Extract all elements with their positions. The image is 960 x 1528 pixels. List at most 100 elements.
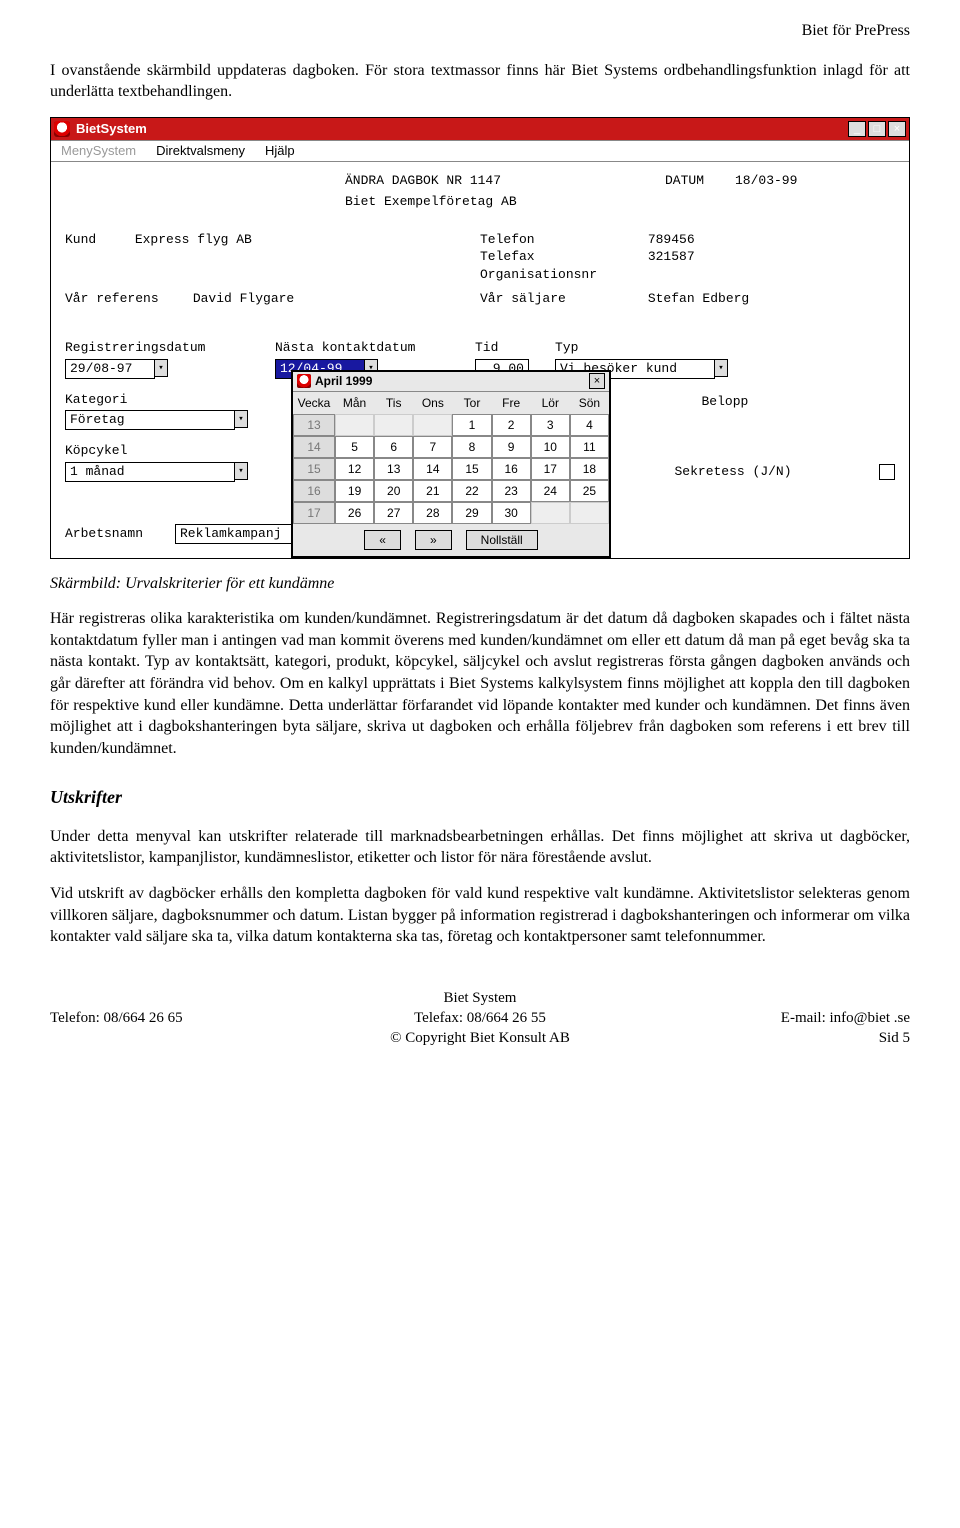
tid-label: Tid — [475, 339, 555, 357]
footer-email: E-mail: info@biet .se — [626, 1008, 910, 1028]
dp-cell[interactable]: 28 — [413, 502, 452, 524]
kund-label: Kund — [65, 231, 127, 249]
regdatum-drop-icon[interactable]: ▾ — [154, 359, 168, 377]
dp-head-sun: Sön — [570, 392, 609, 414]
dp-cell[interactable]: 23 — [492, 480, 531, 502]
kopcykel-input[interactable]: 1 månad — [65, 462, 235, 482]
dp-week: 17 — [293, 502, 335, 524]
dp-cell[interactable]: 11 — [570, 436, 609, 458]
datepicker-close-button[interactable]: × — [589, 373, 605, 389]
kategori-input[interactable]: Företag — [65, 410, 235, 430]
dp-cell[interactable]: 12 — [335, 458, 374, 480]
page-footer: Telefon: 08/664 26 65 Biet System Telefa… — [50, 988, 910, 1049]
body-paragraph-4: Vid utskrift av dagböcker erhålls den ko… — [50, 883, 910, 948]
dp-cell[interactable]: 10 — [531, 436, 570, 458]
regdatum-label: Registreringsdatum — [65, 339, 275, 357]
dp-cell[interactable]: 1 — [452, 414, 491, 436]
dp-week: 16 — [293, 480, 335, 502]
typ-label: Typ — [555, 339, 578, 357]
kopcykel-drop-icon[interactable]: ▾ — [234, 462, 248, 480]
dp-cell[interactable]: 25 — [570, 480, 609, 502]
footer-telefon: Telefon: 08/664 26 65 — [50, 1008, 334, 1028]
dp-cell[interactable]: 6 — [374, 436, 413, 458]
dp-head-vecka: Vecka — [293, 392, 335, 414]
menu-hjalp[interactable]: Hjälp — [265, 142, 295, 160]
datepicker-grid: Vecka Mån Tis Ons Tor Fre Lör Sön 13 1 2… — [293, 392, 609, 524]
orgnr-label: Organisationsnr — [480, 266, 640, 284]
dp-cell[interactable]: 22 — [452, 480, 491, 502]
dp-cell[interactable]: 9 — [492, 436, 531, 458]
dp-cell[interactable]: 17 — [531, 458, 570, 480]
regdatum-input[interactable]: 29/08-97 — [65, 359, 155, 379]
dp-cell[interactable]: 14 — [413, 458, 452, 480]
form-area: ÄNDRA DAGBOK NR 1147 DATUM 18/03-99 Biet… — [51, 162, 909, 558]
dp-cell — [531, 502, 570, 524]
footer-biet-system: Biet System — [334, 988, 626, 1008]
dp-cell[interactable]: 19 — [335, 480, 374, 502]
dp-cell[interactable]: 24 — [531, 480, 570, 502]
dp-cell[interactable]: 2 — [492, 414, 531, 436]
intro-paragraph: I ovanstående skärmbild uppdateras dagbo… — [50, 60, 910, 103]
dp-cell[interactable]: 29 — [452, 502, 491, 524]
dp-cell[interactable]: 18 — [570, 458, 609, 480]
datepicker-next-button[interactable]: » — [415, 530, 452, 550]
dp-cell — [374, 414, 413, 436]
dp-week: 15 — [293, 458, 335, 480]
section-heading-utskrifter: Utskrifter — [50, 785, 910, 809]
java-cup-icon — [297, 374, 311, 388]
kund-value: Express flyg AB — [135, 231, 252, 249]
telefax-value: 321587 — [648, 248, 695, 266]
datepicker-reset-button[interactable]: Nollställ — [466, 530, 538, 550]
app-window: BietSystem _ □ × MenySystem Direktvalsme… — [50, 117, 910, 559]
dp-cell — [570, 502, 609, 524]
kategori-drop-icon[interactable]: ▾ — [234, 410, 248, 428]
dp-cell[interactable]: 26 — [335, 502, 374, 524]
maximize-button[interactable]: □ — [868, 121, 886, 137]
dp-cell[interactable]: 5 — [335, 436, 374, 458]
dp-cell[interactable]: 30 — [492, 502, 531, 524]
close-button[interactable]: × — [888, 121, 906, 137]
dp-head-mon: Mån — [335, 392, 374, 414]
salj-label: Vår säljare — [480, 290, 640, 308]
menu-direktvalsmeny[interactable]: Direktvalsmeny — [156, 142, 245, 160]
dp-cell[interactable]: 3 — [531, 414, 570, 436]
dp-head-tue: Tis — [374, 392, 413, 414]
titlebar: BietSystem _ □ × — [51, 118, 909, 140]
body-paragraph-3: Under detta menyval kan utskrifter relat… — [50, 826, 910, 869]
dp-cell — [335, 414, 374, 436]
menubar: MenySystem Direktvalsmeny Hjälp — [51, 140, 909, 162]
sekretess-checkbox[interactable] — [879, 464, 895, 480]
dp-cell — [413, 414, 452, 436]
dp-cell[interactable]: 21 — [413, 480, 452, 502]
belopp-label: Belopp — [702, 394, 749, 409]
sekretess-label: Sekretess (J/N) — [575, 463, 880, 481]
ref-label: Vår referens — [65, 290, 185, 308]
datepicker-prev-button[interactable]: « — [364, 530, 401, 550]
company-name: Biet Exempelföretag AB — [65, 193, 895, 211]
menu-menysystem[interactable]: MenySystem — [61, 142, 136, 160]
footer-page: Sid 5 — [626, 1028, 910, 1048]
screenshot-caption: Skärmbild: Urvalskriterier för ett kundä… — [50, 573, 910, 595]
dp-cell[interactable]: 8 — [452, 436, 491, 458]
dp-cell[interactable]: 15 — [452, 458, 491, 480]
dp-cell[interactable]: 20 — [374, 480, 413, 502]
dp-cell[interactable]: 7 — [413, 436, 452, 458]
minimize-button[interactable]: _ — [848, 121, 866, 137]
dp-cell[interactable]: 27 — [374, 502, 413, 524]
dp-cell[interactable]: 4 — [570, 414, 609, 436]
salj-value: Stefan Edberg — [648, 290, 749, 308]
footer-telefax: Telefax: 08/664 26 55 — [334, 1008, 626, 1028]
dp-head-wed: Ons — [413, 392, 452, 414]
datepicker-title: April 1999 — [315, 373, 372, 389]
dp-head-thu: Tor — [452, 392, 491, 414]
telefax-label: Telefax — [480, 248, 640, 266]
dp-week: 13 — [293, 414, 335, 436]
page-header-right: Biet för PrePress — [50, 20, 910, 42]
dp-head-fri: Fre — [492, 392, 531, 414]
typ-drop-icon[interactable]: ▾ — [714, 359, 728, 377]
dp-cell[interactable]: 13 — [374, 458, 413, 480]
dp-head-sat: Lör — [531, 392, 570, 414]
dp-week: 14 — [293, 436, 335, 458]
java-cup-icon — [54, 121, 70, 137]
dp-cell[interactable]: 16 — [492, 458, 531, 480]
